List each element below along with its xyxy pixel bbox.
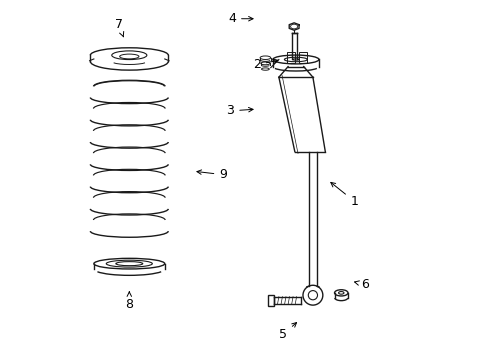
- Bar: [286, 53, 294, 63]
- Text: 8: 8: [125, 292, 133, 311]
- Bar: [268, 295, 273, 306]
- Text: 5: 5: [279, 323, 296, 341]
- Text: 3: 3: [226, 104, 252, 117]
- Bar: [299, 53, 306, 63]
- Text: 6: 6: [354, 278, 368, 291]
- Text: 1: 1: [330, 183, 358, 208]
- Text: 4: 4: [228, 12, 252, 25]
- Text: 9: 9: [197, 168, 227, 181]
- Text: 2: 2: [252, 58, 277, 71]
- Text: 7: 7: [115, 18, 123, 37]
